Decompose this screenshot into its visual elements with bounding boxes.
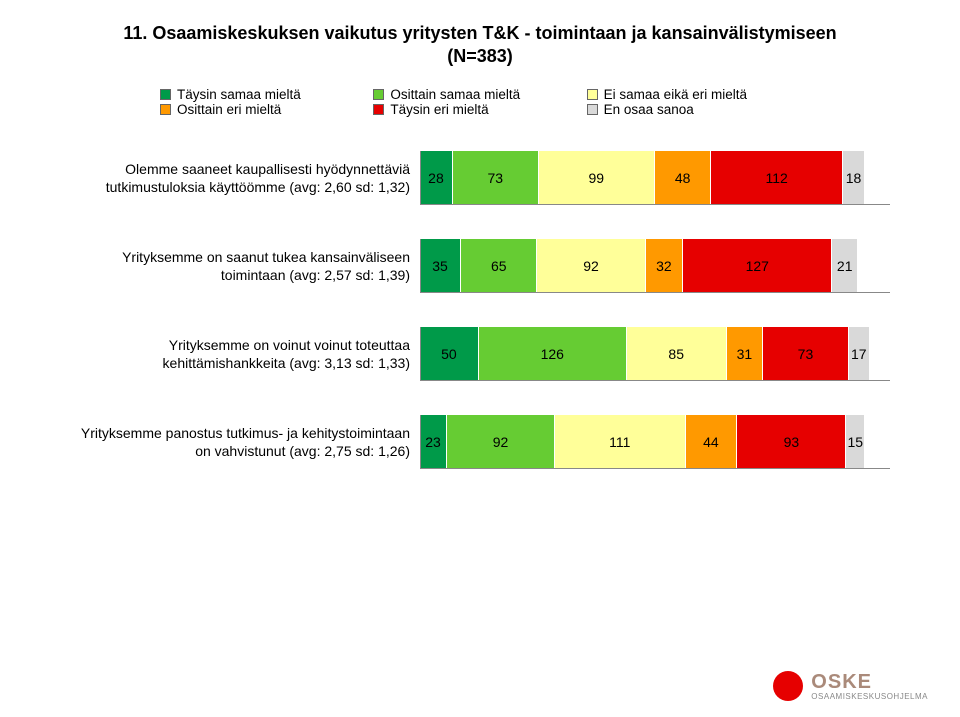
- bar-segment: 35: [420, 239, 461, 293]
- bar-segment: 48: [655, 151, 711, 205]
- bar-segment: 126: [479, 327, 627, 381]
- legend-item: Osittain eri mieltä: [160, 102, 373, 117]
- chart-area: Olemme saaneet kaupallisesti hyödynnettä…: [70, 151, 890, 469]
- bar-row-label: Yrityksemme panostus tutkimus- ja kehity…: [70, 424, 420, 460]
- bar-row-label: Yrityksemme on voinut voinut toteuttaa k…: [70, 336, 420, 372]
- bar-segment: 50: [420, 327, 479, 381]
- bar-segment: 28: [420, 151, 453, 205]
- legend-label: Täysin samaa mieltä: [177, 87, 301, 102]
- footer-logo: OSKE OSAAMISKESKUSOHJELMA: [773, 671, 928, 701]
- bar-wrap: 3565923212721: [420, 239, 890, 293]
- bar-row-label: Olemme saaneet kaupallisesti hyödynnettä…: [70, 160, 420, 196]
- legend-label: Osittain eri mieltä: [177, 102, 281, 117]
- legend-swatch-icon: [373, 104, 384, 115]
- legend-row: Osittain eri mieltä Täysin eri mieltä En o…: [160, 102, 800, 117]
- legend-swatch-icon: [587, 89, 598, 100]
- logo-dot-icon: [773, 671, 803, 701]
- bar-segment: 85: [627, 327, 727, 381]
- bar-segment: 32: [646, 239, 684, 293]
- bar-row: Yrityksemme panostus tutkimus- ja kehity…: [70, 415, 890, 469]
- stacked-bar: 2392111449315: [420, 415, 864, 469]
- bar-segment: 65: [461, 239, 537, 293]
- stacked-bar: 5012685317317: [420, 327, 869, 381]
- legend-item: Osittain samaa mieltä: [373, 87, 586, 102]
- bar-segment: 99: [539, 151, 655, 205]
- logo-text: OSKE: [811, 671, 928, 694]
- legend-item: Ei samaa eikä eri mieltä: [587, 87, 800, 102]
- legend-swatch-icon: [160, 89, 171, 100]
- legend-swatch-icon: [587, 104, 598, 115]
- bar-segment: 93: [737, 415, 846, 469]
- legend-swatch-icon: [160, 104, 171, 115]
- bar-wrap: 5012685317317: [420, 327, 890, 381]
- legend-row: Täysin samaa mieltä Osittain samaa mieltä…: [160, 87, 800, 102]
- bar-segment: 111: [555, 415, 685, 469]
- legend-label: Osittain samaa mieltä: [390, 87, 520, 102]
- bar-segment: 127: [683, 239, 832, 293]
- bar-row: Yrityksemme on voinut voinut toteuttaa k…: [70, 327, 890, 381]
- legend-label: En osaa sanoa: [604, 102, 694, 117]
- bar-segment: 73: [453, 151, 539, 205]
- bar-segment: 92: [537, 239, 645, 293]
- bar-wrap: 2392111449315: [420, 415, 890, 469]
- bar-segment: 21: [832, 239, 857, 293]
- legend-label: Ei samaa eikä eri mieltä: [604, 87, 747, 102]
- bar-segment: 17: [849, 327, 869, 381]
- chart-title: 11. Osaamiskeskuksen vaikutus yritysten …: [0, 0, 960, 69]
- bar-segment: 112: [711, 151, 843, 205]
- logo-text-block: OSKE OSAAMISKESKUSOHJELMA: [811, 671, 928, 701]
- bar-row: Olemme saaneet kaupallisesti hyödynnettä…: [70, 151, 890, 205]
- logo-subtext: OSAAMISKESKUSOHJELMA: [811, 692, 928, 701]
- bar-segment: 15: [846, 415, 864, 469]
- stacked-bar: 3565923212721: [420, 239, 857, 293]
- legend-swatch-icon: [373, 89, 384, 100]
- legend-label: Täysin eri mieltä: [390, 102, 488, 117]
- legend-item: En osaa sanoa: [587, 102, 800, 117]
- bar-row: Yrityksemme on saanut tukea kansainvälis…: [70, 239, 890, 293]
- bar-wrap: 2873994811218: [420, 151, 890, 205]
- legend-item: Täysin eri mieltä: [373, 102, 586, 117]
- stacked-bar: 2873994811218: [420, 151, 864, 205]
- bar-segment: 18: [843, 151, 864, 205]
- bar-segment: 92: [447, 415, 555, 469]
- bar-segment: 23: [420, 415, 447, 469]
- legend-item: Täysin samaa mieltä: [160, 87, 373, 102]
- bar-row-label: Yrityksemme on saanut tukea kansainvälis…: [70, 248, 420, 284]
- legend: Täysin samaa mieltä Osittain samaa mieltä…: [160, 87, 800, 117]
- page: 11. Osaamiskeskuksen vaikutus yritysten …: [0, 0, 960, 717]
- bar-segment: 44: [686, 415, 738, 469]
- bar-segment: 73: [763, 327, 849, 381]
- bar-segment: 31: [727, 327, 763, 381]
